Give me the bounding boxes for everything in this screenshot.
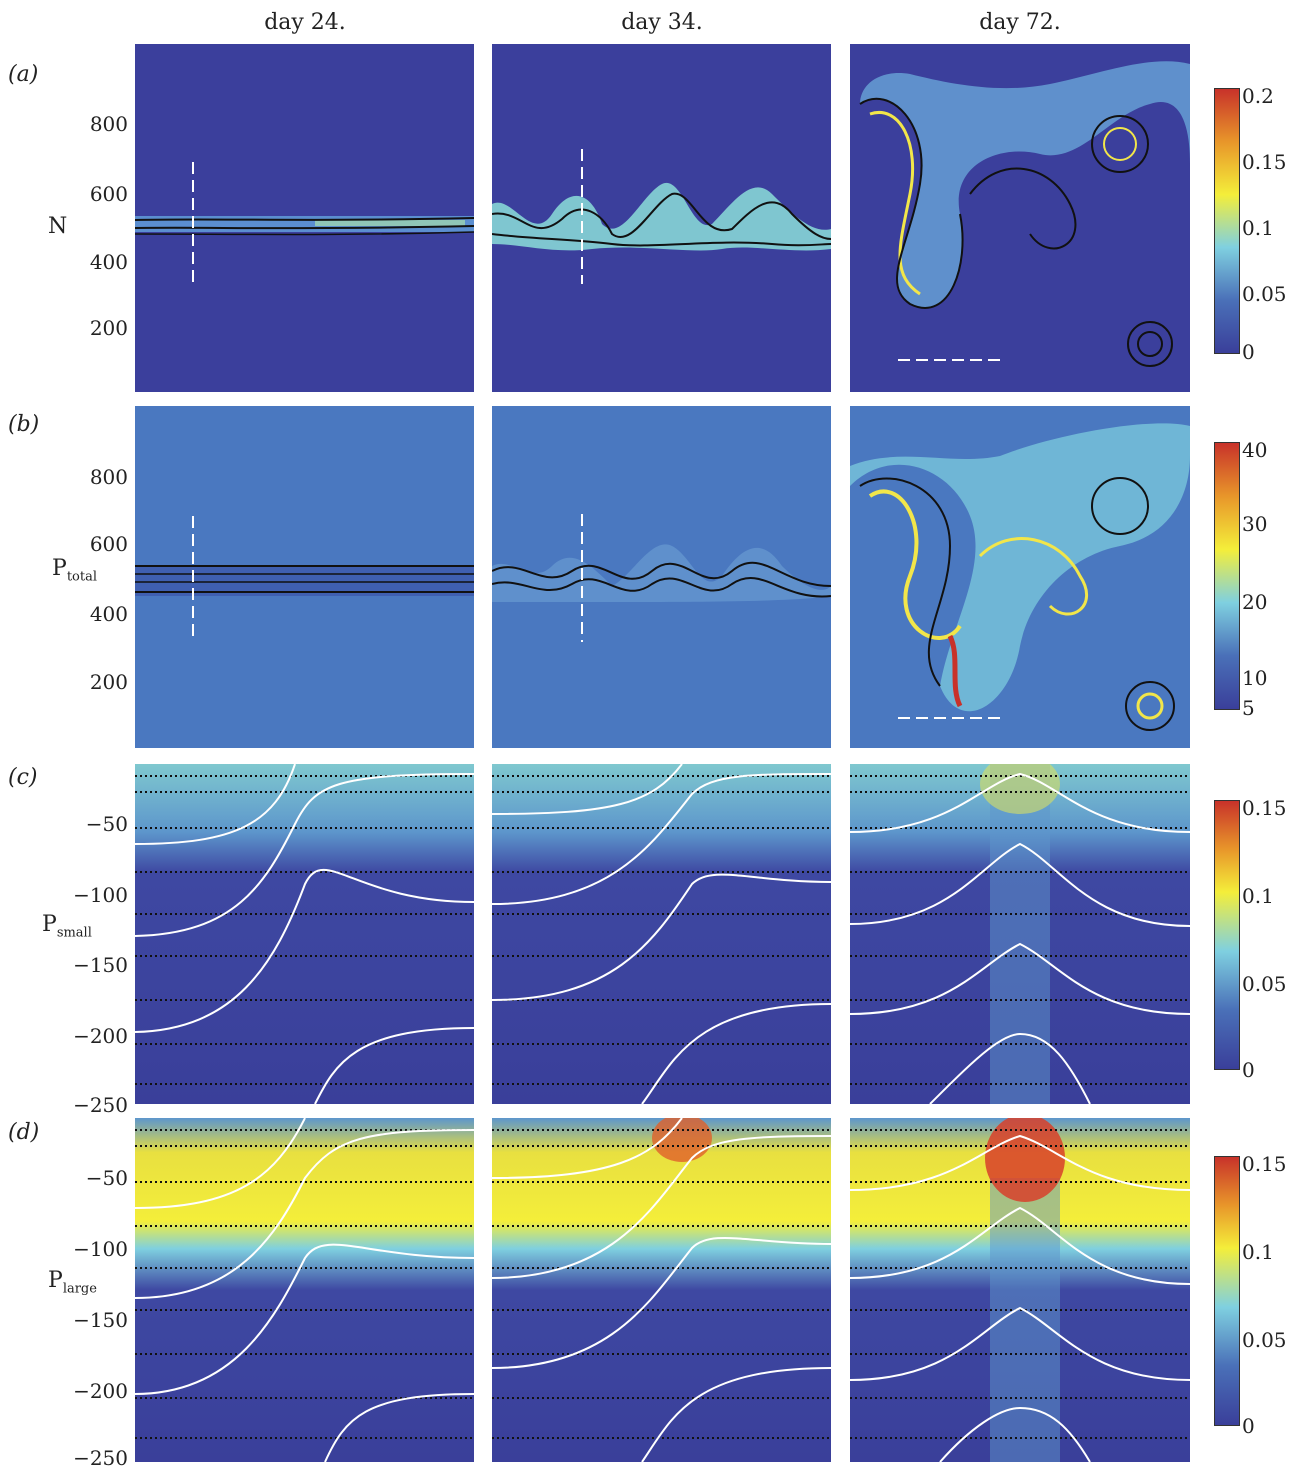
- colorbar-d-tick-1: 0.1: [1242, 1240, 1274, 1264]
- ytick-b-400: 400: [89, 602, 128, 626]
- ytick-d-200: −200: [73, 1379, 128, 1403]
- column-header-day72: day 72.: [979, 10, 1061, 35]
- row-label-a: (a): [8, 62, 39, 87]
- column-header-day34: day 34.: [621, 10, 703, 35]
- ytick-c-50: −50: [85, 812, 128, 836]
- colorbar-b: [1214, 442, 1240, 710]
- colorbar-d-tick-3: 0: [1242, 1414, 1255, 1438]
- ytick-a-200: 200: [89, 316, 128, 340]
- colorbar-d: [1214, 1156, 1240, 1426]
- colorbar-a: [1214, 88, 1240, 354]
- ylabel-d: Plarge: [48, 1268, 97, 1297]
- colorbar-c-tick-2: 0.05: [1242, 972, 1287, 996]
- panel-c-day34: [492, 764, 831, 1104]
- row-label-d: (d): [8, 1120, 40, 1145]
- ytick-c-100: −100: [73, 883, 128, 907]
- ytick-d-50: −50: [85, 1166, 128, 1190]
- colorbar-a-tick-0: 0.2: [1242, 84, 1274, 108]
- ytick-b-200: 200: [89, 670, 128, 694]
- panel-b-day72: [850, 406, 1190, 748]
- panel-a-day72: [850, 44, 1190, 392]
- row-label-c: (c): [8, 765, 38, 790]
- colorbar-b-tick-3: 10: [1242, 666, 1268, 690]
- panel-b-day34: [492, 406, 831, 748]
- ytick-d-100: −100: [73, 1237, 128, 1261]
- ytick-a-600: 600: [89, 182, 128, 206]
- panel-b-day24: [135, 406, 474, 748]
- ylabel-c: Psmall: [42, 912, 92, 941]
- colorbar-b-tick-1: 30: [1242, 512, 1268, 536]
- colorbar-b-tick-0: 40: [1242, 438, 1268, 462]
- panel-d-day34: [492, 1118, 831, 1462]
- panel-c-day72: [850, 764, 1190, 1104]
- colorbar-c-tick-0: 0.15: [1242, 796, 1287, 820]
- ytick-a-400: 400: [89, 250, 128, 274]
- ytick-c-150: −150: [73, 953, 128, 977]
- colorbar-a-tick-3: 0.05: [1242, 282, 1287, 306]
- panel-a-day34: [492, 44, 831, 392]
- panel-c-day24: [135, 764, 474, 1104]
- ytick-c-200: −200: [73, 1024, 128, 1048]
- ylabel-b: Ptotal: [52, 556, 97, 585]
- colorbar-c-tick-1: 0.1: [1242, 884, 1274, 908]
- colorbar-a-tick-1: 0.15: [1242, 150, 1287, 174]
- ytick-c-250: −250: [73, 1093, 128, 1117]
- ytick-a-800: 800: [89, 112, 128, 136]
- row-label-b: (b): [8, 412, 40, 437]
- colorbar-a-tick-2: 0.1: [1242, 216, 1274, 240]
- ylabel-a: N: [48, 214, 68, 239]
- ytick-d-250: −250: [73, 1446, 128, 1470]
- ytick-b-600: 600: [89, 532, 128, 556]
- panel-d-day24: [135, 1118, 474, 1462]
- colorbar-a-tick-4: 0: [1242, 340, 1255, 364]
- column-header-day24: day 24.: [264, 10, 346, 35]
- colorbar-d-tick-0: 0.15: [1242, 1152, 1287, 1176]
- colorbar-c: [1214, 800, 1240, 1070]
- panel-d-day72: [850, 1118, 1190, 1462]
- colorbar-c-tick-3: 0: [1242, 1058, 1255, 1082]
- colorbar-b-tick-4: 5: [1242, 696, 1255, 720]
- colorbar-b-tick-2: 20: [1242, 590, 1268, 614]
- ytick-d-150: −150: [73, 1308, 128, 1332]
- panel-a-day24: [135, 44, 474, 392]
- ytick-b-800: 800: [89, 465, 128, 489]
- colorbar-d-tick-2: 0.05: [1242, 1328, 1287, 1352]
